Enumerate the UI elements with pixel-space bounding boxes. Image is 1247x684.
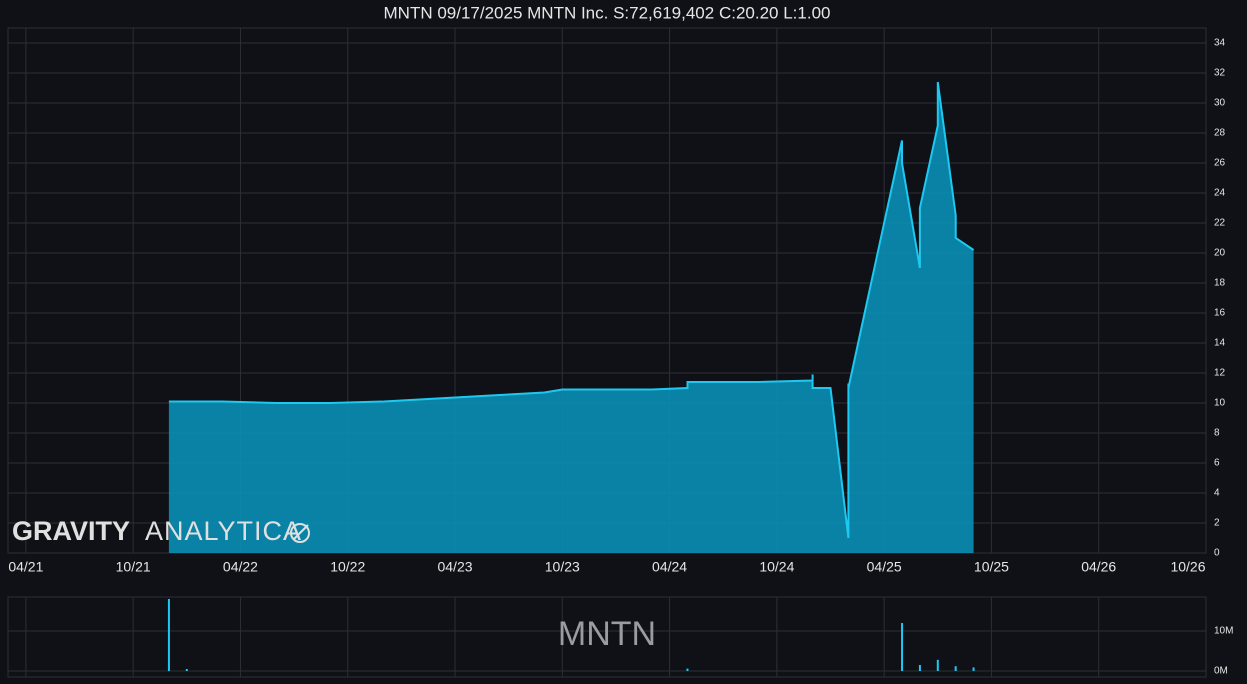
volume-bar [901,623,904,671]
volume-panel: 0M 10M [7,596,1233,678]
x-tick-label: 04/26 [1081,559,1116,575]
volume-watermark: MNTN [558,615,656,653]
watermark: GRAVITY [12,516,130,546]
volume-bar [954,666,957,671]
y-tick-label: 26 [1214,158,1226,169]
x-tick-label: 04/25 [867,559,902,575]
volume-bar [686,668,689,671]
y-tick-label: 24 [1214,188,1226,199]
y-tick-label: 10M [1214,626,1233,637]
y-tick-label: 12 [1214,368,1226,379]
x-tick-label: 04/24 [652,559,687,575]
chart-title: MNTN 09/17/2025 MNTN Inc. S:72,619,402 C… [384,3,831,22]
y-tick-label: 16 [1214,308,1226,319]
x-tick-label: 04/22 [223,559,258,575]
y-tick-label: 0M [1214,666,1228,677]
y-tick-label: 14 [1214,338,1226,349]
y-tick-label: 20 [1214,248,1226,259]
watermark: ANALYTICA [145,516,302,546]
y-tick-label: 4 [1214,488,1220,499]
y-tick-label: 34 [1214,38,1226,49]
logo [290,523,310,543]
volume-bar [918,665,921,671]
x-tick-label: 04/21 [8,559,43,575]
y-tick-label: 0 [1214,548,1220,559]
volume-bar [972,667,975,671]
volume-bar [185,669,188,671]
y-tick-label: 30 [1214,98,1226,109]
price-area [168,82,974,553]
y-tick-label: 18 [1214,278,1226,289]
y-tick-label: 8 [1214,428,1220,439]
y-tick-label: 2 [1214,518,1220,529]
y-tick-label: 6 [1214,458,1220,469]
x-tick-label: 10/24 [759,559,794,575]
x-tick-label: 10/21 [116,559,151,575]
price-line [168,81,975,539]
x-tick-label: 10/23 [545,559,580,575]
volume-bar [167,599,170,671]
x-tick-label: 04/23 [437,559,472,575]
x-tick-label: 10/22 [330,559,365,575]
volume-bar [936,659,939,671]
y-tick-label: 32 [1214,68,1226,79]
y-tick-label: 22 [1214,218,1226,229]
y-tick-label: 28 [1214,128,1226,139]
x-tick-label: 10/25 [974,559,1009,575]
y-tick-label: 10 [1214,398,1226,409]
x-tick-label: 10/26 [1170,559,1205,575]
